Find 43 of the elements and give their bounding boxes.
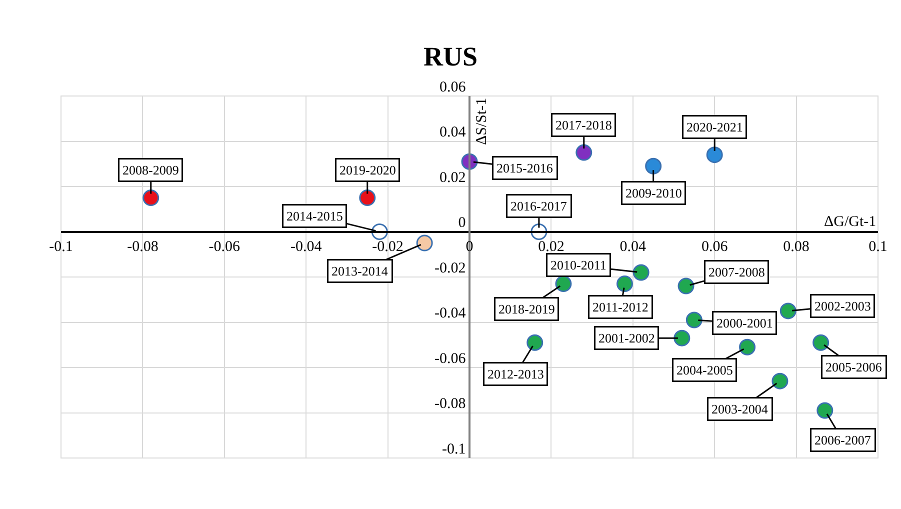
x-tick-label: -0.04 [290,238,322,255]
x-tick-label: 0.06 [701,238,728,255]
series-label: 2001-2002 [598,330,655,346]
series-label: 2008-2009 [122,162,179,178]
series-label: 2019-2020 [340,162,396,178]
series-label: 2002-2003 [814,298,871,314]
series-label: 2009-2010 [626,186,682,200]
y-tick-label: -0.1 [442,441,466,458]
x-tick-label: 0.02 [538,238,564,255]
x-tick-label: 0.04 [620,238,647,255]
series-label: 2016-2017 [510,198,568,214]
x-tick-label: -0.1 [49,238,73,255]
y-tick-label: -0.06 [434,350,466,367]
x-tick-label: -0.06 [208,238,241,255]
series-label: 2006-2007 [814,432,872,448]
x-tick-label: -0.02 [372,238,404,255]
series-label: 2004-2005 [676,362,733,378]
series-label: 2017-2018 [556,118,612,132]
chart-title: RUS [423,41,478,72]
series-label: 2020-2021 [686,120,743,134]
series-label: 2018-2019 [498,302,555,316]
x-tick-label: 0.1 [868,238,888,255]
x-tick-label: 0.08 [783,238,810,255]
series-label: 2000-2001 [716,316,773,330]
y-tick-label: 0.02 [440,170,466,186]
y-tick-label: -0.08 [434,396,466,412]
text: 2014-2015 [286,208,343,224]
y-tick-label: -0.04 [434,306,466,322]
text: 2010-2011 [550,258,606,272]
y-axis-title: ΔS/St-1 [474,98,490,145]
x-tick-label: -0.08 [127,238,158,255]
series-label: 2007-2008 [708,264,765,280]
y-tick-label: 0.06 [440,79,466,96]
text: 2013-2014 [332,264,388,278]
series-label: 2003-2004 [712,402,768,416]
y-tick-label: 0.04 [440,124,466,140]
series-label: 2011-2012 [592,300,648,314]
y-tick-label: -0.02 [434,260,466,276]
y-tick-label: 0 [458,215,466,231]
x-axis-title: ΔG/Gt-1 [824,214,876,230]
series-label: 2012-2013 [488,366,544,382]
series-label: 2015-2016 [496,160,554,176]
series-label: 2005-2006 [826,360,882,374]
